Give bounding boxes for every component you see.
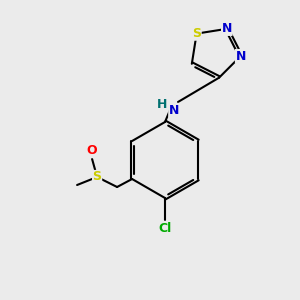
Text: S: S — [93, 170, 102, 184]
Text: N: N — [222, 22, 232, 35]
Text: N: N — [169, 103, 179, 116]
Text: Cl: Cl — [158, 221, 172, 235]
Text: H: H — [157, 98, 167, 112]
Text: O: O — [87, 145, 98, 158]
Text: N: N — [236, 50, 246, 63]
Text: S: S — [192, 27, 201, 40]
